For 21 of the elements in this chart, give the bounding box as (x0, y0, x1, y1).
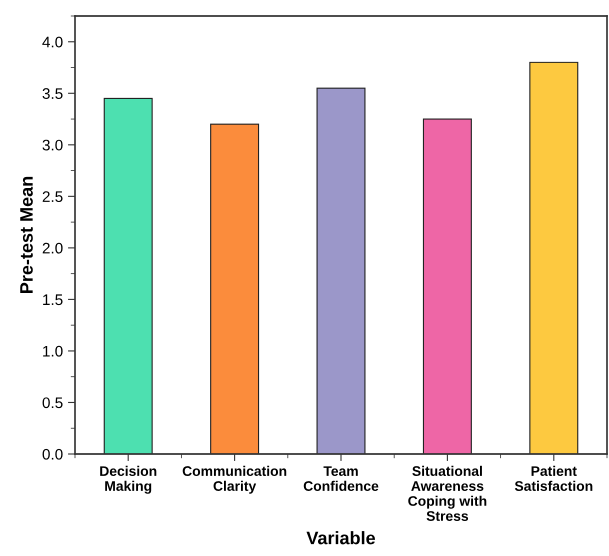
x-tick-label: Patient Satisfaction (514, 466, 592, 491)
y-tick-label: 4.0 (42, 36, 63, 48)
y-tick-label: 0.0 (42, 448, 63, 460)
y-tick-label: 1.0 (43, 346, 63, 357)
y-tick-label: 2.5 (42, 191, 63, 202)
x-axis-title: Variable (306, 531, 376, 544)
x-tick-label: Decision Making (100, 466, 156, 494)
y-tick-label: 1.5 (43, 294, 63, 306)
y-axis-title: Pre-test Mean (20, 176, 33, 293)
y-tick-label: 3.5 (42, 88, 63, 99)
y-tick-label: 2.0 (42, 242, 63, 254)
bar (529, 62, 578, 454)
y-tick-label: 0.5 (42, 397, 63, 408)
bar (104, 98, 153, 454)
x-tick-label: Situational Awareness Coping with Stress (408, 466, 486, 521)
x-tick-label: Communication Clarity (182, 466, 286, 494)
y-tick-label: 3.0 (42, 140, 63, 151)
bar (422, 118, 472, 454)
bar (316, 88, 366, 454)
bar (210, 124, 260, 454)
x-tick-label: Team Confidence (304, 466, 378, 491)
